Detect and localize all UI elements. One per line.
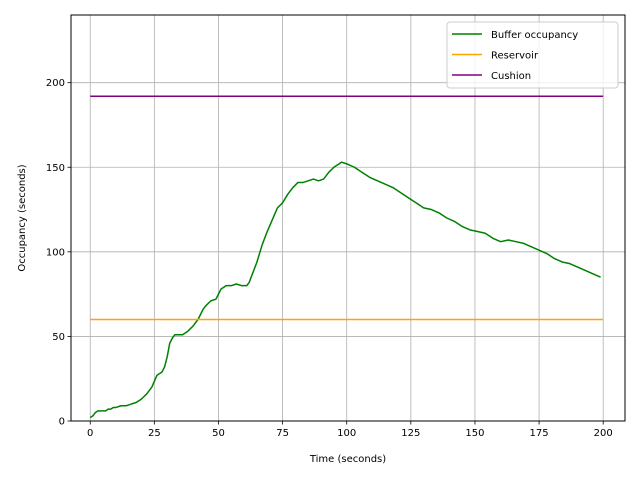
legend-box xyxy=(446,21,619,89)
x-tick-label: 175 xyxy=(530,428,549,439)
x-tick-label: 150 xyxy=(465,428,484,439)
x-tick-label: 125 xyxy=(401,428,420,439)
legend-label-reservoir: Reservoir xyxy=(491,51,539,62)
legend-label-cushion: Cushion xyxy=(491,71,531,82)
y-tick-label: 50 xyxy=(52,332,65,343)
legend-label-buffer-occupancy: Buffer occupancy xyxy=(491,30,578,41)
x-tick-label: 75 xyxy=(276,428,289,439)
series-layer xyxy=(89,95,604,419)
series-line-buffer-occupancy xyxy=(89,161,601,419)
y-tick-label: 0 xyxy=(59,417,65,428)
legend: Buffer occupancy Reservoir Cushion xyxy=(446,21,619,89)
x-tick-label: 0 xyxy=(87,428,93,439)
y-axis-label: Occupancy (seconds) xyxy=(17,164,28,271)
plot-frame xyxy=(70,14,626,422)
y-tick-label: 200 xyxy=(46,78,65,89)
ticks: 0 25 50 75 100 125 150 175 200 0 50 100 150 200 xyxy=(46,78,613,439)
x-tick-label: 200 xyxy=(594,428,613,439)
x-axis-label: Time (seconds) xyxy=(309,454,386,465)
x-tick-label: 100 xyxy=(337,428,356,439)
x-tick-label: 25 xyxy=(148,428,161,439)
y-tick-label: 150 xyxy=(46,163,65,174)
y-tick-label: 100 xyxy=(46,247,65,258)
grid xyxy=(71,15,625,422)
x-tick-label: 50 xyxy=(212,428,225,439)
